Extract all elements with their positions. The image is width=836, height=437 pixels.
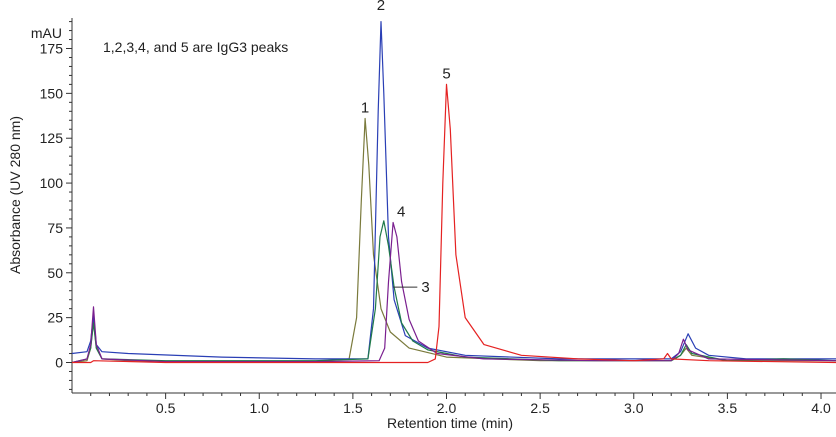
y-unit-label: mAU bbox=[31, 25, 62, 41]
x-axis-title: Retention time (min) bbox=[387, 415, 513, 431]
series-line-2 bbox=[71, 21, 836, 360]
y-tick-label: 50 bbox=[47, 265, 63, 281]
y-tick-label: 0 bbox=[55, 354, 63, 370]
y-tick-label: 175 bbox=[40, 41, 64, 57]
x-tick-label: 4.0 bbox=[811, 400, 831, 416]
peak-label-4: 4 bbox=[397, 204, 405, 221]
y-tick-label: 100 bbox=[40, 175, 64, 191]
annotation-text: 1,2,3,4, and 5 are IgG3 peaks bbox=[103, 39, 288, 55]
x-tick-label: 1.0 bbox=[250, 400, 270, 416]
y-tick-label: 150 bbox=[40, 85, 64, 101]
peak-label-3: 3 bbox=[421, 279, 429, 296]
x-tick-label: 1.5 bbox=[343, 400, 363, 416]
label-layer: 1 2 3 4 5 bbox=[361, 0, 451, 296]
x-tick-label: 0.5 bbox=[156, 400, 176, 416]
axes-layer: 0 25 50 75 100 125 150 175 0.5 1.0 1.5 2.0 2.5 3.0 3.5… bbox=[40, 18, 836, 416]
series-line-1 bbox=[71, 117, 836, 364]
peak-label-2: 2 bbox=[377, 0, 385, 14]
series-line-4 bbox=[71, 221, 836, 364]
x-tick-label: 2.0 bbox=[437, 400, 457, 416]
series-line-3 bbox=[71, 220, 836, 364]
y-tick-label: 125 bbox=[40, 130, 64, 146]
series-line-5 bbox=[72, 83, 836, 364]
y-tick-label: 75 bbox=[47, 220, 63, 236]
y-axis-title: Absorbance (UV 280 nm) bbox=[7, 116, 23, 274]
x-tick-label: 2.5 bbox=[530, 400, 550, 416]
x-tick-label: 3.0 bbox=[624, 400, 644, 416]
peak-label-5: 5 bbox=[442, 65, 450, 82]
x-tick-label: 3.5 bbox=[718, 400, 738, 416]
series-layer bbox=[71, 21, 836, 364]
y-tick-label: 25 bbox=[47, 310, 63, 326]
peak-label-1: 1 bbox=[361, 99, 369, 116]
